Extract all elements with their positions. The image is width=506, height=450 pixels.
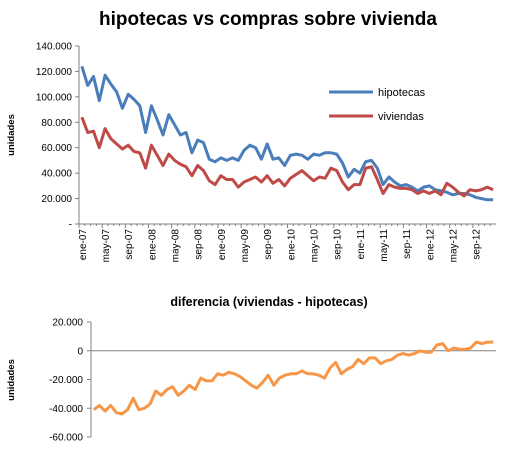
x-tick-label: sep-08 <box>194 229 205 260</box>
top-chart-series <box>80 65 494 202</box>
x-tick-label: sep-11 <box>402 229 413 259</box>
bottom-chart-y-ticks: -60.000 -40.000 -20.000 0 20.000 <box>49 318 91 444</box>
y-tick-label: 60.000 <box>41 143 72 154</box>
series-line-hipotecas <box>80 65 494 202</box>
x-tick-label: sep-12 <box>472 229 483 260</box>
top-chart: hipotecas vs compras sobre vivienda unid… <box>6 9 496 262</box>
x-tick-label: ene-08 <box>147 229 158 261</box>
y-tick-label: 20.000 <box>41 194 72 205</box>
y-tick-label: 0 <box>77 346 83 357</box>
y-tick-label: 140.000 <box>36 42 73 53</box>
x-tick-label: sep-10 <box>333 229 344 260</box>
bottom-chart-y-axis-label: unidades <box>6 359 17 401</box>
legend-label-hipotecas: hipotecas <box>378 87 426 99</box>
series-line-diferencia <box>92 340 494 416</box>
x-tick-label: sep-09 <box>263 229 274 260</box>
series-line-viviendas <box>80 116 494 198</box>
y-tick-label: -40.000 <box>49 404 83 415</box>
y-tick-label: -60.000 <box>49 433 83 444</box>
bottom-chart-axes <box>90 322 496 437</box>
y-tick-label: -20.000 <box>49 375 83 386</box>
y-tick-label: 20.000 <box>52 318 83 329</box>
legend-label-viviendas: viviendas <box>378 111 424 123</box>
bottom-chart-series <box>92 340 494 416</box>
top-chart-y-axis-label: unidades <box>6 114 17 156</box>
x-tick-label: may-11 <box>379 229 390 262</box>
x-tick-label: ene-10 <box>286 229 297 261</box>
top-chart-legend: hipotecas viviendas <box>329 87 426 123</box>
y-tick-label: 120.000 <box>36 67 73 78</box>
bottom-chart: diferencia (viviendas - hipotecas) unida… <box>6 295 496 444</box>
x-tick-label: ene-11 <box>356 229 367 260</box>
x-tick-label: may-09 <box>240 229 251 263</box>
x-tick-label: ene-07 <box>78 229 89 261</box>
y-tick-label: 80.000 <box>41 118 72 129</box>
y-tick-label: 100.000 <box>36 92 73 103</box>
top-chart-title: hipotecas vs compras sobre vivienda <box>99 9 437 30</box>
x-tick-label: ene-12 <box>425 229 436 261</box>
y-tick-label: 40.000 <box>41 169 72 180</box>
x-tick-label: may-08 <box>171 229 182 263</box>
top-chart-y-ticks: - 20.000 40.000 60.000 80.000 100.000 120.000 1… <box>36 42 79 231</box>
top-chart-axes <box>78 46 496 225</box>
x-tick-label: ene-09 <box>217 229 228 261</box>
x-tick-label: may-10 <box>310 229 321 263</box>
bottom-chart-title: diferencia (viviendas - hipotecas) <box>170 295 367 309</box>
x-tick-label: may-07 <box>101 229 112 263</box>
top-chart-x-ticks: ene-07 may-07 sep-07 ene-08 may-08 sep-08 ene-… <box>78 224 491 263</box>
y-tick-label: - <box>69 220 72 231</box>
x-tick-label: sep-07 <box>124 229 135 260</box>
x-tick-label: may-12 <box>449 229 460 263</box>
